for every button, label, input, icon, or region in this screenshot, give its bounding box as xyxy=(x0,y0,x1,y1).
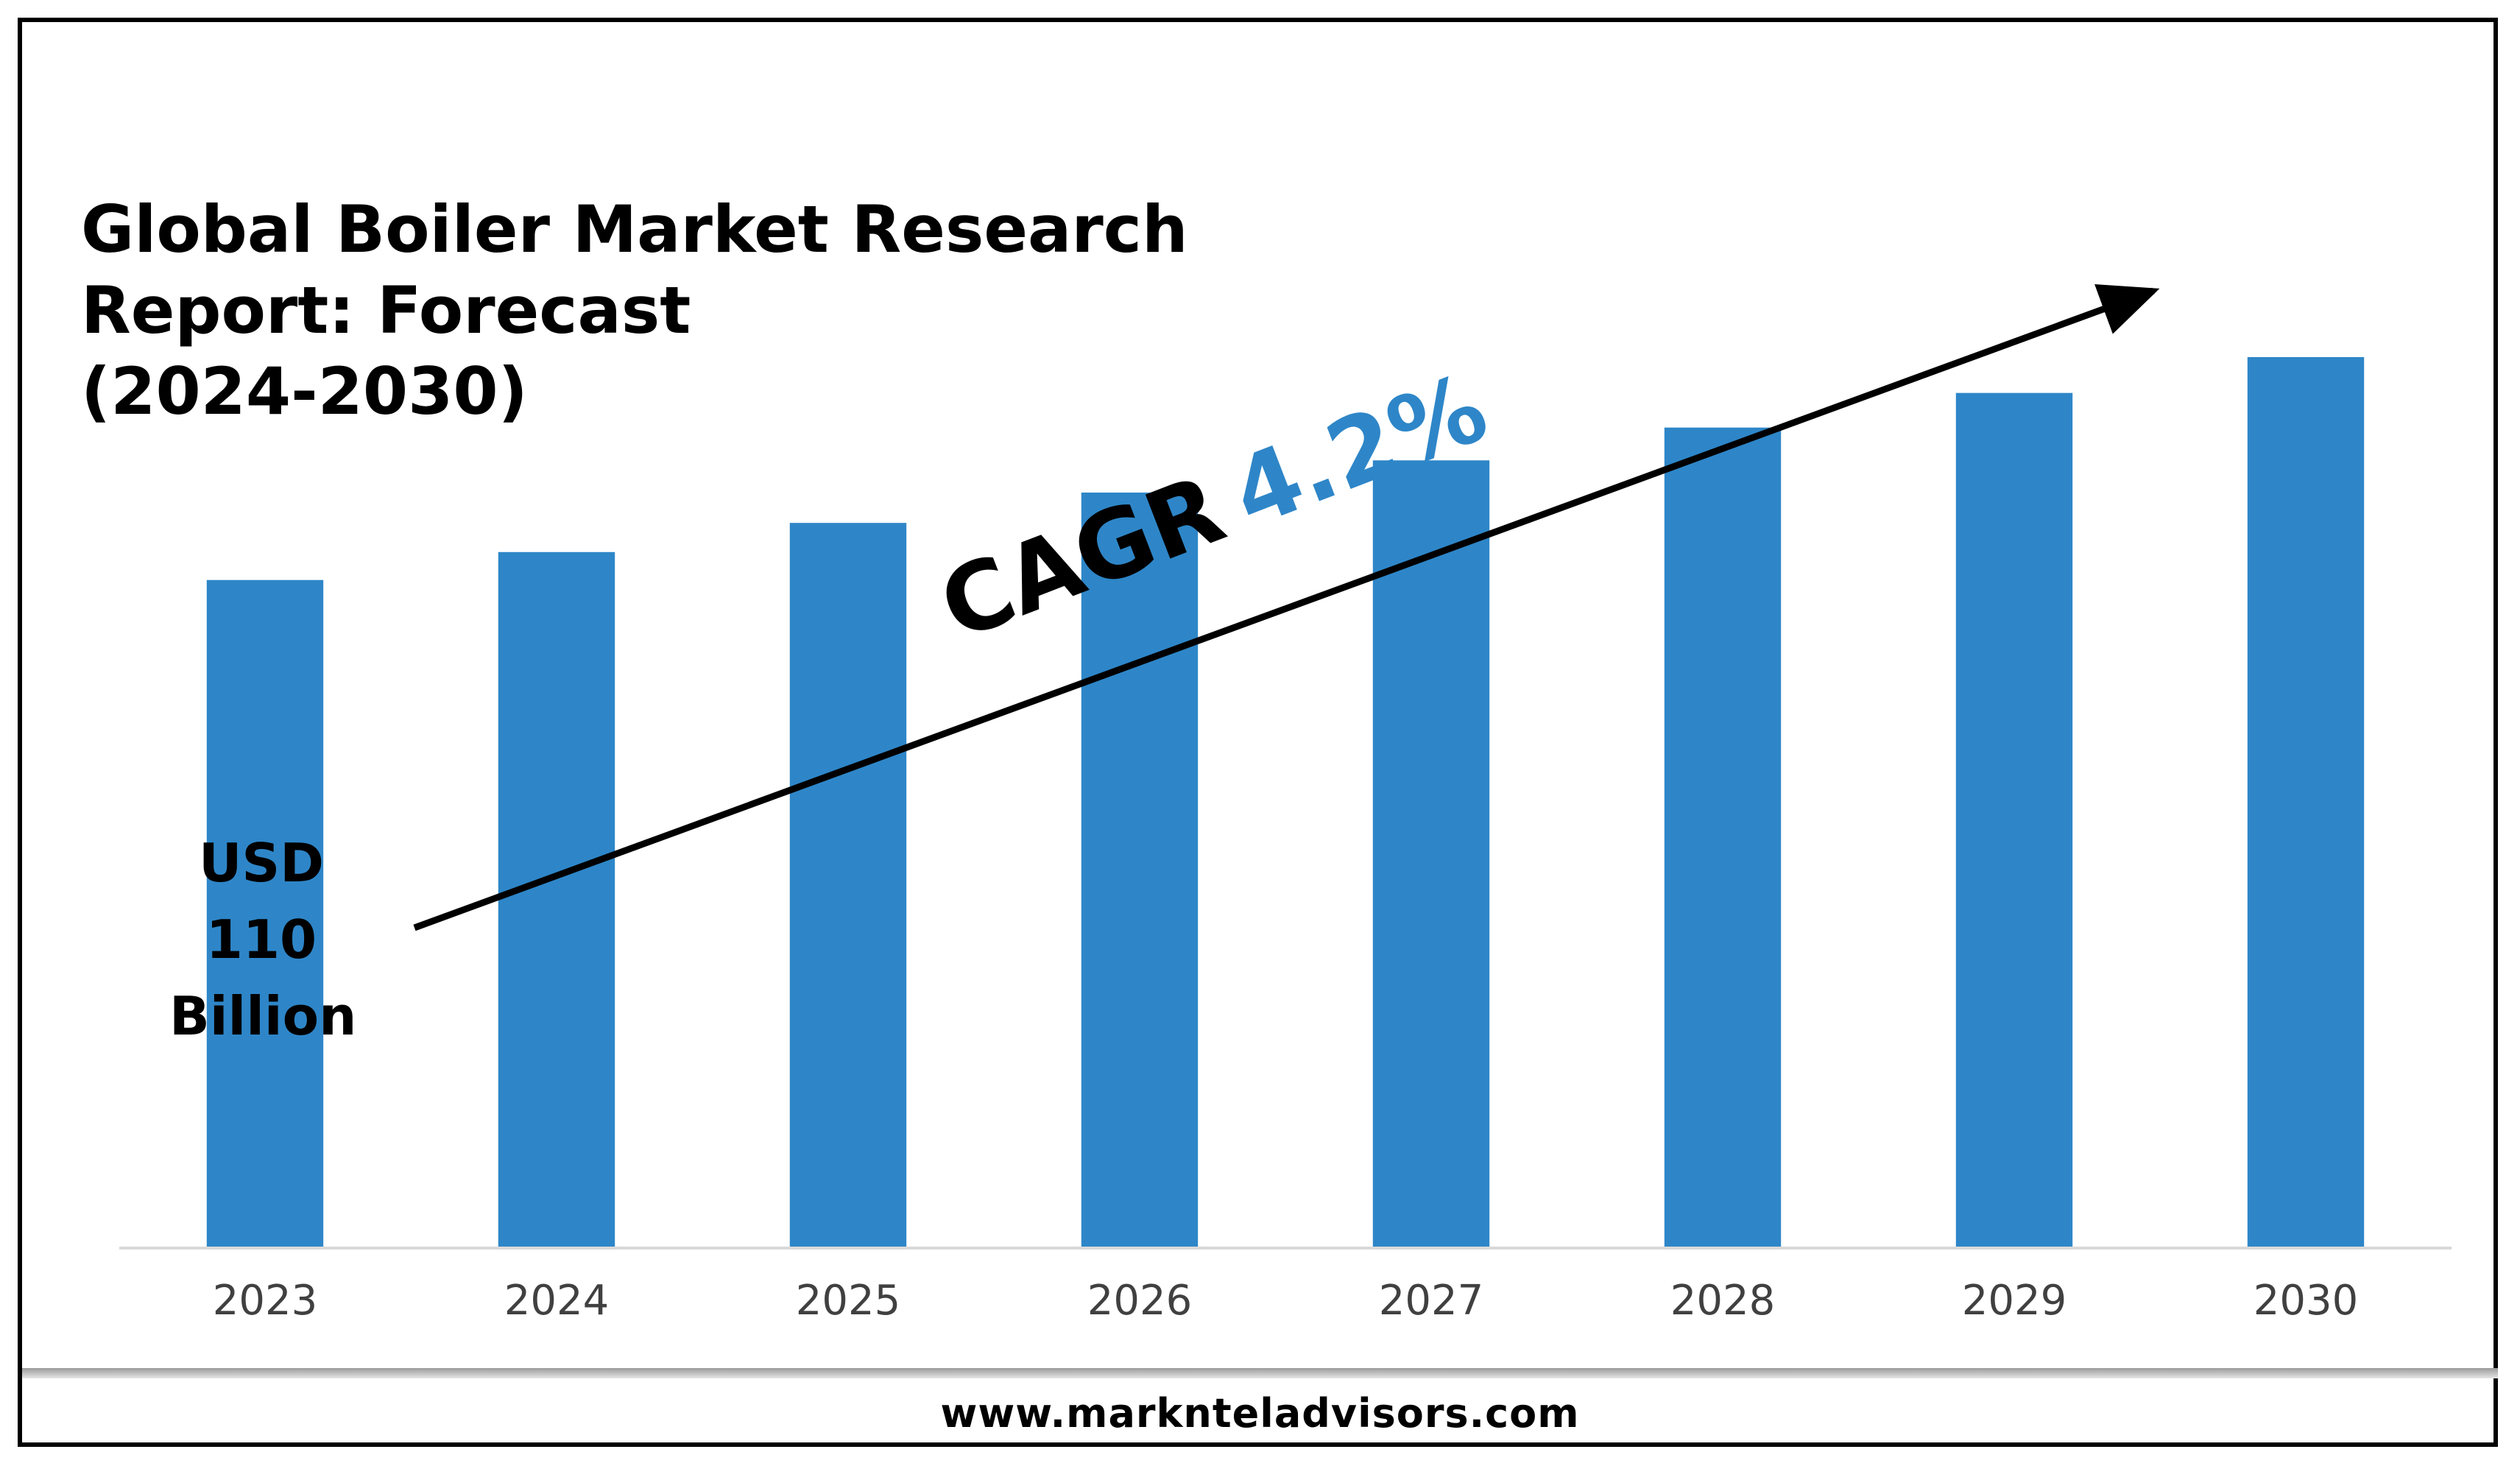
x-tick-label-2024: 2024 xyxy=(504,1277,610,1325)
x-tick-label-2026: 2026 xyxy=(1087,1277,1193,1325)
first-bar-value-label: USD 110 Billion xyxy=(169,825,357,1054)
x-tick-label-2028: 2028 xyxy=(1670,1277,1776,1325)
bar-2024 xyxy=(498,551,615,1248)
bar-2027 xyxy=(1372,460,1490,1248)
chart-frame xyxy=(18,18,2498,1447)
chart-title-line-3: (2024-2030) xyxy=(81,353,528,429)
bar-2029 xyxy=(1955,392,2073,1248)
footer-website-url: www.marknteladvisors.com xyxy=(940,1390,1580,1437)
x-tick-label-2025: 2025 xyxy=(796,1277,901,1325)
x-tick-labels: 2023 2024 2025 2026 2027 2028 2029 2030 xyxy=(213,1277,2359,1325)
bar-2028 xyxy=(1664,427,1782,1249)
bar-2025 xyxy=(789,523,907,1248)
footer-divider xyxy=(22,1368,2498,1378)
chart-title-line-1: Global Boiler Market Research xyxy=(81,191,1188,267)
first-bar-label-unit: Billion xyxy=(169,985,357,1047)
x-tick-label-2023: 2023 xyxy=(213,1277,318,1325)
bar-2026 xyxy=(1081,492,1199,1249)
bar-2023 xyxy=(206,579,324,1248)
bar-group xyxy=(206,357,2365,1249)
x-tick-label-2029: 2029 xyxy=(1962,1277,2067,1325)
trend-arrow xyxy=(413,283,2160,931)
chart-title-line-2: Report: Forecast xyxy=(81,272,691,348)
first-bar-label-amount: 110 xyxy=(205,909,317,970)
bar-2030 xyxy=(2247,357,2365,1248)
x-tick-label-2030: 2030 xyxy=(2253,1277,2359,1325)
x-tick-label-2027: 2027 xyxy=(1379,1277,1484,1325)
first-bar-label-currency: USD xyxy=(198,832,325,894)
